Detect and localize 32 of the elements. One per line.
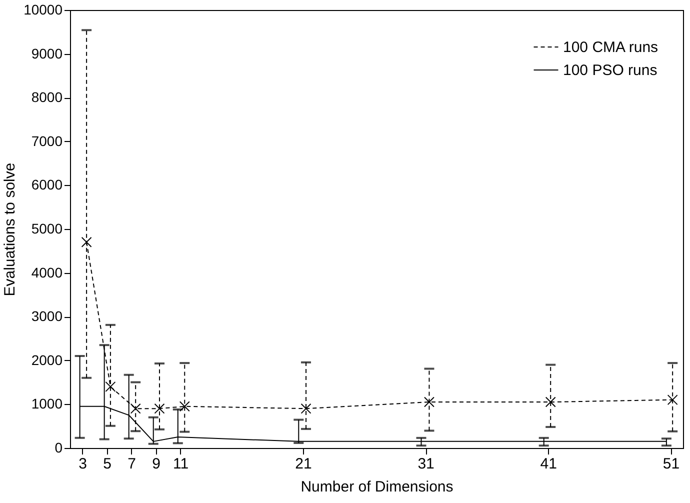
x-axis-title: Number of Dimensions xyxy=(300,478,454,496)
y-tick-label: 2000 xyxy=(31,352,63,368)
y-tick-label: 3000 xyxy=(31,308,63,324)
y-tick-label: 0 xyxy=(54,440,63,456)
point xyxy=(300,403,312,414)
point xyxy=(154,403,165,414)
y-tick-label: 9000 xyxy=(31,45,63,62)
y-tick-label: 1000 xyxy=(31,396,63,412)
x-tick-label: 3 xyxy=(78,456,87,472)
x-tick-label: 5 xyxy=(103,456,112,472)
x-tick-label: 9 xyxy=(152,456,160,472)
y-tick-label: 4000 xyxy=(31,264,63,280)
point xyxy=(81,236,92,248)
y-tick-label: 7000 xyxy=(31,132,63,149)
x-tick-label: 11 xyxy=(173,456,189,472)
point xyxy=(424,396,434,408)
x-tick-label: 31 xyxy=(418,456,434,472)
y-axis-title: Evaluations to solve xyxy=(2,162,19,296)
legend-label: 100 PSO runs xyxy=(563,62,658,79)
legend-label: 100 CMA runs xyxy=(563,39,658,56)
x-tick-label: 41 xyxy=(540,456,557,472)
point xyxy=(545,396,556,408)
point xyxy=(130,403,141,414)
y-tick-label: 6000 xyxy=(31,176,63,193)
y-tick-label: 5000 xyxy=(31,220,63,236)
y-tick-label: 8000 xyxy=(31,89,63,106)
y-tick-label: 10000 xyxy=(24,2,63,18)
point xyxy=(667,394,678,406)
x-tick-label: 7 xyxy=(128,456,136,472)
x-tick-label: 51 xyxy=(662,456,680,472)
x-tick-label: 21 xyxy=(295,456,312,472)
point xyxy=(105,381,116,392)
